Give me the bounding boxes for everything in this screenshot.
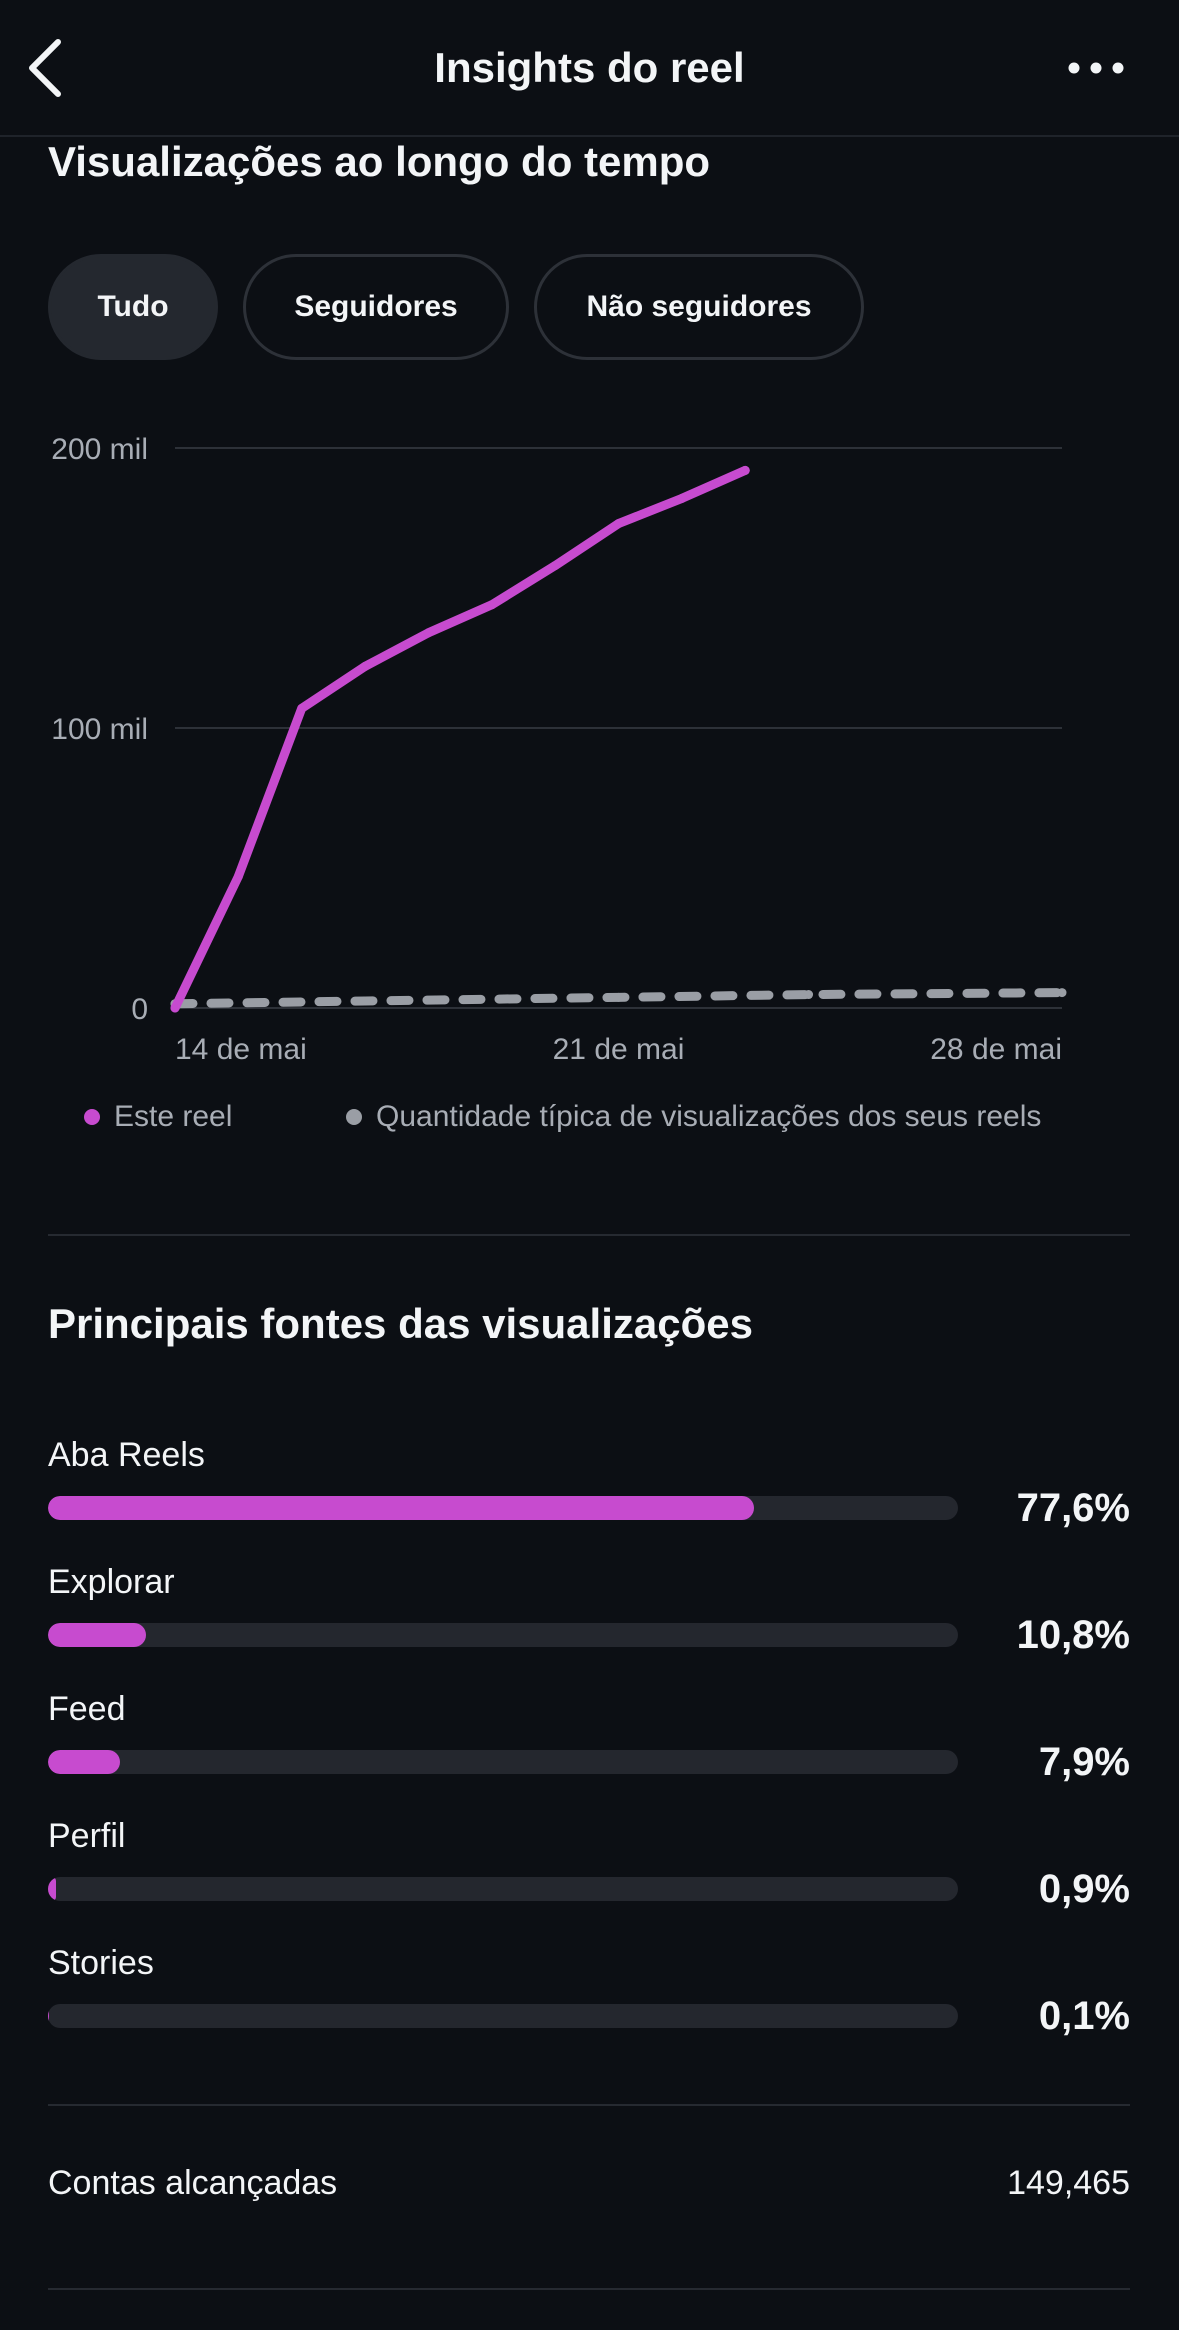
x-tick-label: 21 de mai — [553, 1033, 685, 1066]
series-line-reel — [170, 465, 750, 1013]
source-label: Feed — [48, 1690, 126, 1728]
series-point-reel — [297, 703, 307, 713]
source-row-feed: Feed 7,9% — [48, 1690, 1130, 1810]
source-bar-fill — [48, 1877, 57, 1901]
divider — [48, 2104, 1130, 2106]
source-row-perfil: Perfil 0,9% — [48, 1817, 1130, 1937]
series-point-typical — [804, 990, 814, 1000]
x-tick-label: 14 de mai — [175, 1033, 307, 1066]
source-bar-track — [48, 2004, 958, 2028]
accounts-reached-label: Contas alcançadas — [48, 2164, 338, 2202]
sources-section-title: Principais fontes das visualizações — [48, 1300, 753, 1347]
source-bar-fill — [48, 1750, 120, 1774]
series-point-reel — [487, 600, 497, 610]
series-point-reel — [423, 628, 433, 638]
source-percent: 0,9% — [1038, 1867, 1130, 1911]
filter-followers-pill[interactable]: Seguidores — [243, 254, 509, 360]
source-bar-fill — [48, 1623, 147, 1647]
source-bar-track — [48, 1623, 958, 1647]
series-point-typical — [360, 996, 370, 1006]
legend-item-typical: Quantidade típica de visualizações dos s… — [346, 1100, 1041, 1134]
source-percent: 10,8% — [1016, 1613, 1130, 1657]
source-label: Explorar — [48, 1563, 175, 1601]
page-title: Insights do reel — [434, 44, 745, 91]
legend-dot-reel — [84, 1109, 100, 1125]
divider — [48, 2288, 1130, 2290]
legend-dot-typical — [346, 1109, 362, 1125]
views-line-chart: 0 100 mil 200 mil 14 de mai 21 de mai 28 de m… — [51, 433, 1067, 1066]
x-tick-label: 28 de mai — [930, 1033, 1062, 1066]
divider — [48, 1234, 1130, 1236]
source-row-aba-reels: Aba Reels 77,6% — [48, 1436, 1130, 1556]
filter-all-pill[interactable]: Tudo — [48, 254, 218, 360]
source-label: Perfil — [48, 1817, 126, 1855]
accounts-reached-value: 149,465 — [1007, 2164, 1130, 2202]
series-point-reel — [740, 465, 750, 475]
more-horizontal-icon[interactable] — [1064, 54, 1128, 82]
source-bar-fill — [48, 1496, 755, 1520]
legend-label-reel: Este reel — [114, 1100, 233, 1133]
series-point-typical — [1057, 988, 1067, 998]
source-percent: 0,1% — [1038, 1994, 1130, 2038]
source-row-explorar: Explorar 10,8% — [48, 1563, 1130, 1683]
series-point-typical — [614, 992, 623, 1002]
y-tick-label: 200 mil — [51, 433, 148, 466]
views-section-title: Visualizações ao longo do tempo — [48, 138, 711, 185]
series-point-reel — [677, 493, 687, 503]
source-bar-track — [48, 1496, 958, 1520]
source-label: Stories — [48, 1944, 154, 1982]
series-point-reel — [233, 871, 243, 881]
source-percent: 77,6% — [1016, 1486, 1130, 1530]
top-bar: Insights do reel — [0, 0, 1179, 137]
series-point-reel — [170, 1003, 180, 1013]
series-point-reel — [360, 661, 370, 671]
series-point-reel — [550, 561, 560, 571]
source-percent: 7,9% — [1038, 1740, 1130, 1784]
source-bar-track — [48, 1750, 958, 1774]
series-point-reel — [614, 519, 623, 529]
source-label: Aba Reels — [48, 1436, 205, 1474]
filter-non-followers-pill[interactable]: Não seguidores — [534, 254, 864, 360]
legend-label-typical: Quantidade típica de visualizações dos s… — [376, 1100, 1042, 1133]
y-tick-label: 0 — [131, 993, 148, 1026]
legend-item-reel: Este reel — [84, 1100, 232, 1134]
source-bar-fill — [48, 2004, 49, 2028]
source-bar-track — [48, 1877, 958, 1901]
y-tick-label: 100 mil — [51, 713, 148, 746]
chevron-left-icon[interactable] — [24, 36, 68, 100]
source-row-stories: Stories 0,1% — [48, 1944, 1130, 2064]
